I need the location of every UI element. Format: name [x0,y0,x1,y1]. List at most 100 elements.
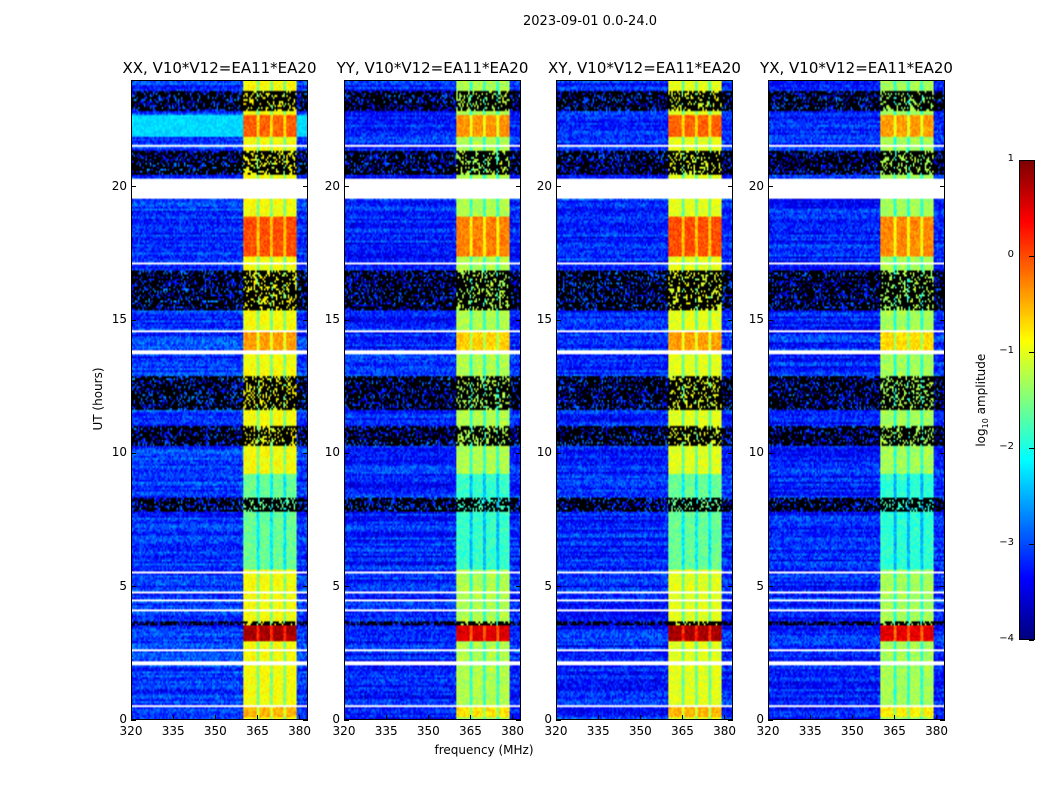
x-tick-mark [343,715,345,720]
y-tick-mark [131,319,136,321]
x-tick-mark [214,715,216,720]
x-tick-mark [597,715,599,720]
y-tick-label: 10 [536,445,552,460]
y-tick-mark [556,586,561,588]
y-tick-label: 0 [756,712,764,726]
panel-title: XY, V10*V12=EA11*EA20 [548,59,741,77]
y-tick-mark [768,719,773,721]
x-tick-mark [512,715,514,720]
x-tick-label: 335 [586,724,610,738]
x-tick-label: 320 [544,724,568,738]
y-tick-mark [303,586,308,588]
y-tick-mark [556,186,561,188]
x-tick-mark [427,715,429,720]
y-tick-label: 10 [111,445,127,460]
x-tick-mark [299,715,301,720]
y-tick-label: 20 [324,178,340,193]
y-tick-mark [728,586,733,588]
y-tick-label: 10 [324,445,340,460]
y-tick-mark [556,719,561,721]
x-tick-mark [256,715,258,720]
y-tick-label: 20 [111,178,127,193]
y-tick-mark [303,452,308,454]
colorbar-label: log10 amplitude [974,340,990,460]
x-tick-label: 335 [161,724,185,738]
colorbar-tick-mark [1029,543,1034,545]
y-tick-mark [344,719,349,721]
spectrogram-heatmap [345,81,520,719]
y-tick-label: 5 [332,578,340,593]
colorbar-tick-mark [1029,255,1034,257]
x-tick-label: 320 [332,724,356,738]
x-tick-label: 365 [245,724,269,738]
y-tick-label: 0 [332,712,340,726]
x-tick-label: 350 [203,724,227,738]
y-tick-mark [940,452,945,454]
colorbar-tick-mark [1029,639,1034,641]
x-tick-mark [469,715,471,720]
y-tick-label: 0 [544,712,552,726]
y-tick-mark [728,186,733,188]
y-tick-mark [131,186,136,188]
x-tick-label: 380 [288,724,312,738]
x-tick-mark [851,715,853,720]
y-tick-mark [940,319,945,321]
y-tick-label: 15 [536,312,552,326]
x-tick-label: 380 [925,724,949,738]
colorbar-tick-label: −2 [999,441,1014,452]
colorbar-label-sub: 10 [981,418,991,429]
colorbar [1019,160,1035,640]
y-tick-mark [728,719,733,721]
y-tick-mark [768,452,773,454]
x-tick-label: 365 [670,724,694,738]
spectrogram-heatmap [132,81,307,719]
panel-title: YX, V10*V12=EA11*EA20 [760,59,953,77]
y-tick-mark [131,452,136,454]
y-tick-mark [940,586,945,588]
x-tick-mark [130,715,132,720]
x-tick-label: 380 [501,724,525,738]
y-tick-mark [303,186,308,188]
y-tick-mark [303,719,308,721]
y-tick-mark [516,719,521,721]
x-tick-label: 350 [416,724,440,738]
y-tick-label: 20 [536,178,552,193]
spectrogram-heatmap [557,81,732,719]
y-tick-mark [768,186,773,188]
y-tick-label: 5 [756,578,764,593]
colorbar-tick-mark [1029,351,1034,353]
colorbar-tick-mark [1029,159,1034,161]
x-tick-label: 335 [798,724,822,738]
spectrogram-panel [768,80,945,720]
colorbar-tick-label: −4 [999,633,1014,644]
y-tick-label: 20 [748,178,764,193]
colorbar-tick-label: −1 [999,345,1014,356]
y-tick-label: 0 [119,712,127,726]
x-tick-mark [724,715,726,720]
y-tick-mark [728,319,733,321]
y-tick-mark [344,186,349,188]
y-tick-label: 15 [111,312,127,326]
spectrogram-panel [556,80,733,720]
x-tick-label: 320 [756,724,780,738]
y-tick-mark [768,319,773,321]
y-tick-mark [344,452,349,454]
y-tick-mark [516,186,521,188]
y-tick-label: 15 [324,312,340,326]
x-tick-mark [172,715,174,720]
x-tick-label: 380 [713,724,737,738]
panel-title: XX, V10*V12=EA11*EA20 [122,59,317,77]
x-tick-mark [385,715,387,720]
y-tick-mark [344,319,349,321]
spectrogram-panel [344,80,521,720]
y-tick-label: 5 [544,578,552,593]
colorbar-tick-label: 1 [1007,153,1014,164]
colorbar-label-main: log [973,428,988,447]
x-tick-mark [767,715,769,720]
y-tick-mark [556,452,561,454]
y-tick-mark [940,186,945,188]
x-tick-label: 350 [628,724,652,738]
colorbar-tick-label: 0 [1007,249,1014,260]
y-tick-label: 5 [119,578,127,593]
x-tick-mark [809,715,811,720]
